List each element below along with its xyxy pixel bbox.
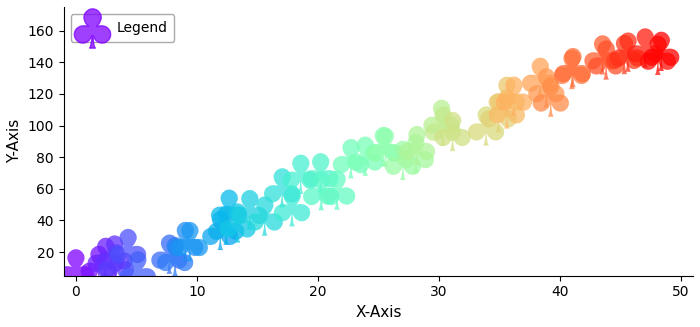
Point: [508, 94, 519, 99]
Point: [601, 58, 612, 63]
Point: [220, 223, 232, 228]
Point: [232, 220, 243, 226]
Point: [436, 117, 447, 122]
Point: [276, 185, 288, 190]
Point: [109, 252, 120, 258]
Point: [535, 75, 546, 80]
Point: [184, 239, 195, 244]
Point: [410, 151, 421, 156]
Point: [398, 158, 409, 163]
Point: [377, 144, 388, 149]
Point: [215, 228, 226, 233]
Point: [438, 124, 449, 129]
Point: [100, 255, 111, 260]
Point: [493, 110, 504, 115]
Point: [412, 143, 423, 148]
X-axis label: X-Axis: X-Axis: [355, 305, 402, 320]
Point: [619, 52, 630, 57]
Point: [70, 266, 81, 271]
Point: [656, 49, 667, 54]
Point: [332, 187, 343, 193]
Point: [244, 207, 256, 212]
Point: [566, 67, 578, 72]
Point: [447, 129, 458, 134]
Point: [640, 45, 651, 51]
Point: [223, 207, 235, 212]
Point: [164, 251, 175, 257]
Point: [122, 246, 134, 251]
Point: [169, 254, 181, 259]
Point: [545, 95, 557, 100]
Point: [286, 204, 297, 209]
Point: [652, 53, 664, 58]
Point: [295, 172, 307, 177]
Y-axis label: Y-Axis: Y-Axis: [7, 119, 22, 164]
Point: [379, 145, 391, 150]
Point: [480, 123, 491, 129]
Point: [180, 239, 191, 244]
Point: [597, 52, 608, 58]
Point: [132, 268, 144, 273]
Point: [501, 94, 512, 99]
Legend: Legend: Legend: [71, 14, 174, 42]
Point: [316, 188, 327, 193]
Point: [315, 170, 326, 175]
Point: [345, 156, 356, 161]
Point: [93, 263, 104, 268]
Point: [541, 85, 552, 91]
Point: [501, 106, 512, 112]
Point: [622, 49, 634, 55]
Point: [111, 261, 122, 267]
Point: [259, 214, 270, 219]
Point: [360, 153, 371, 159]
Point: [567, 65, 578, 70]
